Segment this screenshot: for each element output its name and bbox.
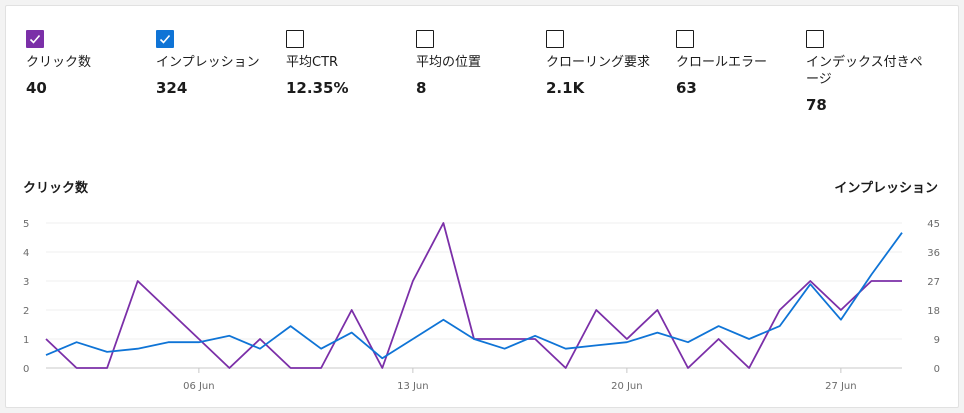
metric-label: インプレッション bbox=[156, 55, 260, 70]
metric-toggle-6[interactable]: インデックス付きページ 78 bbox=[806, 30, 934, 114]
metric-value: 324 bbox=[156, 79, 188, 97]
metric-toggle-4[interactable]: クローリング要求 2.1K bbox=[546, 30, 674, 97]
right-axis-title: インプレッション bbox=[834, 181, 938, 196]
metric-toggle-0[interactable]: クリック数 40 bbox=[26, 30, 154, 97]
left-tick-label: 3 bbox=[23, 277, 29, 288]
x-tick-label: 13 Jun bbox=[397, 381, 429, 392]
checkmark-icon bbox=[29, 34, 41, 44]
left-tick-label: 4 bbox=[23, 248, 29, 259]
metric-checkbox-3[interactable] bbox=[416, 30, 434, 48]
metric-label: クロールエラー bbox=[676, 55, 768, 70]
left-tick-label: 2 bbox=[23, 306, 29, 317]
metric-label: クローリング要求 bbox=[546, 55, 651, 70]
metric-value: 78 bbox=[806, 96, 827, 114]
checkmark-icon bbox=[159, 34, 171, 44]
x-tick-label: 27 Jun bbox=[825, 381, 857, 392]
right-tick-label: 27 bbox=[927, 277, 940, 288]
metric-label: 平均の位置 bbox=[416, 55, 482, 70]
metric-checkbox-0[interactable] bbox=[26, 30, 44, 48]
right-tick-label: 18 bbox=[927, 306, 940, 317]
left-tick-label: 0 bbox=[23, 364, 29, 375]
left-tick-label: 1 bbox=[23, 335, 29, 346]
metric-toggle-1[interactable]: インプレッション 324 bbox=[156, 30, 284, 97]
metric-value: 2.1K bbox=[546, 79, 585, 97]
x-tick-label: 20 Jun bbox=[611, 381, 643, 392]
metric-value: 8 bbox=[416, 79, 427, 97]
metric-checkbox-2[interactable] bbox=[286, 30, 304, 48]
right-tick-label: 45 bbox=[927, 219, 940, 230]
metric-checkbox-5[interactable] bbox=[676, 30, 694, 48]
metric-checkbox-4[interactable] bbox=[546, 30, 564, 48]
metric-toggle-5[interactable]: クロールエラー 63 bbox=[676, 30, 804, 97]
series-line-0 bbox=[45, 222, 902, 369]
right-tick-label: 36 bbox=[927, 248, 940, 259]
metric-label: クリック数 bbox=[26, 55, 92, 70]
metric-value: 63 bbox=[676, 79, 697, 97]
metric-label: インデックス付きページ bbox=[806, 55, 923, 87]
metric-checkbox-1[interactable] bbox=[156, 30, 174, 48]
metric-toggle-3[interactable]: 平均の位置 8 bbox=[416, 30, 544, 97]
metric-label: 平均CTR bbox=[286, 55, 339, 70]
left-tick-label: 5 bbox=[23, 219, 29, 230]
right-tick-label: 9 bbox=[934, 335, 940, 346]
x-tick-label: 06 Jun bbox=[183, 381, 215, 392]
performance-card: クリック数 40 インプレッション 324 平均CTR 12.35% 平均の位置 8 クローリン… bbox=[5, 5, 959, 408]
series-line-1 bbox=[45, 232, 903, 360]
metric-checkbox-6[interactable] bbox=[806, 30, 824, 48]
metric-value: 40 bbox=[26, 79, 47, 97]
metric-toggle-2[interactable]: 平均CTR 12.35% bbox=[286, 30, 414, 97]
metric-value: 12.35% bbox=[286, 79, 349, 97]
right-tick-label: 0 bbox=[934, 364, 940, 375]
left-axis-title: クリック数 bbox=[23, 181, 89, 196]
